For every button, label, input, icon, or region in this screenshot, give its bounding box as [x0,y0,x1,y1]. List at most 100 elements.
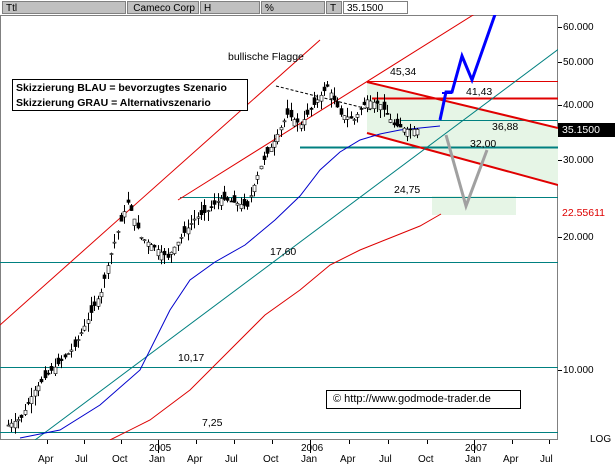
candle-body [69,349,74,352]
candle-body [305,109,310,115]
pct-field[interactable]: % [261,1,325,14]
level-label: 10,17 [178,352,205,364]
candle-body [275,134,280,142]
candle-body [382,101,387,110]
scenario-blue-text: Skizzierung BLAU = bevorzugtes Szenario [16,82,227,94]
candle-body [378,104,383,111]
candle-body [302,119,307,126]
candle-body [159,251,164,261]
candle-body [319,94,324,102]
candle-body [76,339,81,341]
blue-scenario-path [438,15,497,121]
current-price-tag: 35.1500 [558,123,615,137]
candle-body [156,249,161,257]
candle-body [89,305,94,313]
candle-body [375,100,380,104]
candle-body [206,210,211,212]
x-tick-label: Jan [465,454,482,465]
candle-body [352,119,357,121]
candle-body [229,200,234,203]
candle-body [245,201,250,207]
candle-body [322,86,327,92]
y-axis [558,27,562,371]
level-label: 36,88 [492,121,519,133]
scenario-gray-text: Skizzierung GRAU = Alternativszenario [16,96,211,109]
candle-body [109,253,114,255]
h-field[interactable]: H [200,1,260,14]
candle-body [259,165,264,170]
candle-body [272,141,277,148]
candle-body [36,385,41,392]
moving-average-blue [19,125,441,439]
source-url[interactable]: http://www.godmode-trader.de [344,393,491,405]
candle-body [196,216,201,219]
candle-body [66,353,71,355]
candle-body [112,241,117,244]
level-label: 45,34 [390,66,417,78]
candle-body [292,119,297,127]
candle-body [199,210,204,216]
candle-body [79,332,84,335]
candle-body [116,231,121,233]
candle-body [359,108,364,110]
candle-body [325,84,330,87]
candle-body [19,414,24,418]
candle-body [368,100,373,110]
candle-body [126,199,131,203]
last-price-field: 35.1500 [343,1,408,14]
flag-pointer-line [275,85,373,111]
candle-body [262,155,267,160]
candle-body [102,274,107,279]
candlesticks [6,81,420,434]
t-field[interactable]: T [326,1,342,14]
candle-body [295,118,300,123]
name-field[interactable]: Cameco Corp [127,1,199,14]
source-credit[interactable]: © http://www.godmode-trader.de [326,390,521,409]
level-label: 41,43 [466,86,493,98]
candle-body [86,319,91,324]
candle-body [9,422,14,428]
candle-body [232,195,237,203]
candle-body [365,99,370,109]
candle-body [342,115,347,120]
candle-body [312,97,317,105]
candle-body [285,108,290,115]
candle-body [176,241,181,246]
candle-body [362,101,367,105]
level-lines [0,81,558,433]
level-label: 7,25 [202,417,223,429]
candle-body [219,198,224,206]
candle-body [182,226,187,233]
y-tick-label: 50.000 [563,56,594,68]
x-tick-label: Apr [187,454,203,465]
candle-body [212,200,217,205]
candle-body [119,214,124,222]
x-tick-label: Jul [540,454,553,465]
x-tick-label: Oct [112,454,128,465]
candle-body [329,92,334,99]
candle-body [332,95,337,101]
candle-body [132,218,137,226]
candle-body [289,109,294,118]
candle-body [149,244,154,251]
candle-body [6,424,11,427]
copyright-icon: © [333,393,342,405]
candle-body [235,203,240,206]
candle-body [415,129,420,136]
symbol-field[interactable]: Ttl [2,1,126,14]
y-tick-label: 40.000 [563,99,594,111]
candle-body [189,223,194,225]
candle-body [395,118,400,127]
flag-top-line [366,81,558,129]
candle-body [388,119,393,123]
level-label: 24,75 [394,184,421,196]
candle-body [179,237,184,239]
x-tick-label: Oct [263,454,279,465]
candle-body [99,292,104,298]
candle-body [129,205,134,211]
candle-body [56,357,61,365]
candle-body [73,339,78,347]
y-tick-label: 20.000 [563,231,594,243]
candle-body [26,402,31,404]
candle-body [405,129,410,137]
